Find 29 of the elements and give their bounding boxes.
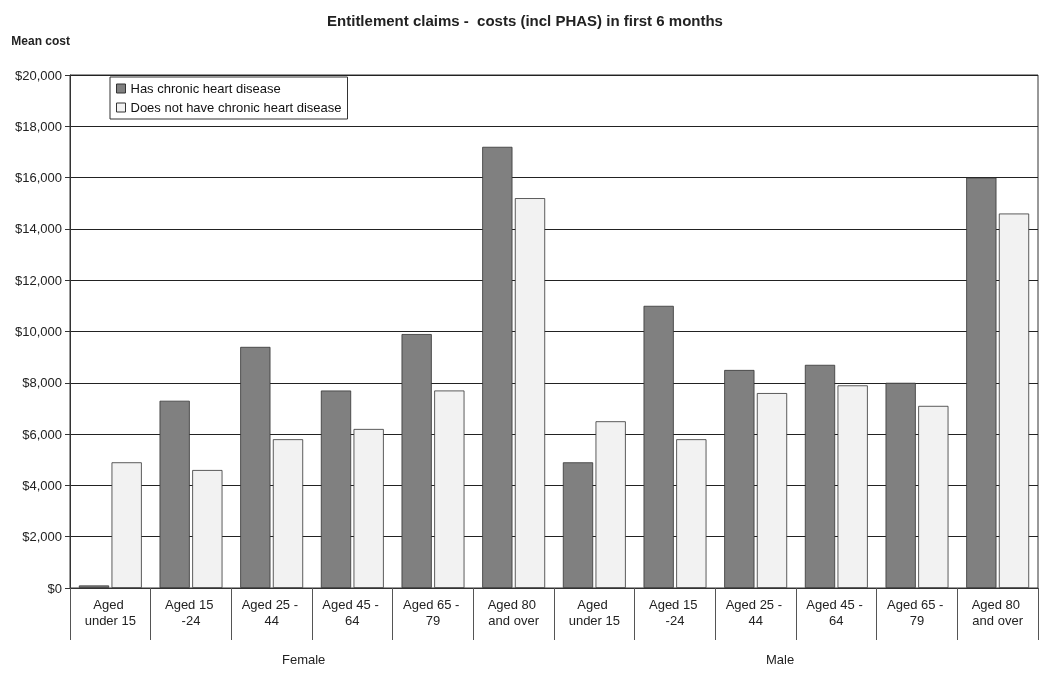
x-tick-label: Aged 45 - 64	[322, 596, 383, 628]
x-tick-label: Aged under 15	[568, 596, 620, 628]
text: Male	[766, 652, 795, 667]
y-axis-title: Mean cost	[11, 34, 70, 48]
x-tick-label: Aged 80 and over	[487, 596, 540, 628]
y-tick-label: $20,000	[15, 67, 62, 83]
x-tick-label: Aged 25 - 44	[725, 596, 786, 628]
x-tick-label: Aged 15 -24	[648, 596, 702, 628]
y-tick-label: $10,000	[15, 324, 62, 339]
legend-label: Does not have chronic heart disease	[130, 100, 342, 115]
x-tick-label: Aged 25 - 44	[241, 596, 302, 628]
x-tick-label: Aged 65 - 79	[887, 596, 947, 628]
x-tick-label: Aged 45 - 64	[806, 596, 867, 628]
chart-title: Entitlement claims - costs (incl PHAS) in first 6 months	[327, 12, 723, 29]
y-tick-label: $18,000	[15, 118, 62, 134]
y-tick-label: $4,000	[22, 477, 62, 493]
y-tick-label: $14,000	[15, 221, 62, 237]
y-tick-label: $16,000	[15, 170, 62, 186]
text: Female	[282, 652, 326, 667]
legend-label: Has chronic heart disease	[130, 81, 281, 96]
y-tick-label: $2,000	[22, 529, 62, 545]
x-tick-label: Aged under 15	[84, 596, 136, 628]
y-tick-label: $6,000	[22, 426, 62, 442]
x-tick-label: Aged 65 - 79	[403, 596, 463, 628]
y-tick-label: $0	[47, 580, 62, 596]
y-tick-label: $12,000	[15, 272, 62, 288]
y-tick-label: $8,000	[22, 375, 62, 391]
x-tick-label: Aged 15 -24	[164, 596, 218, 628]
x-tick-label: Aged 80 and over	[971, 596, 1024, 628]
